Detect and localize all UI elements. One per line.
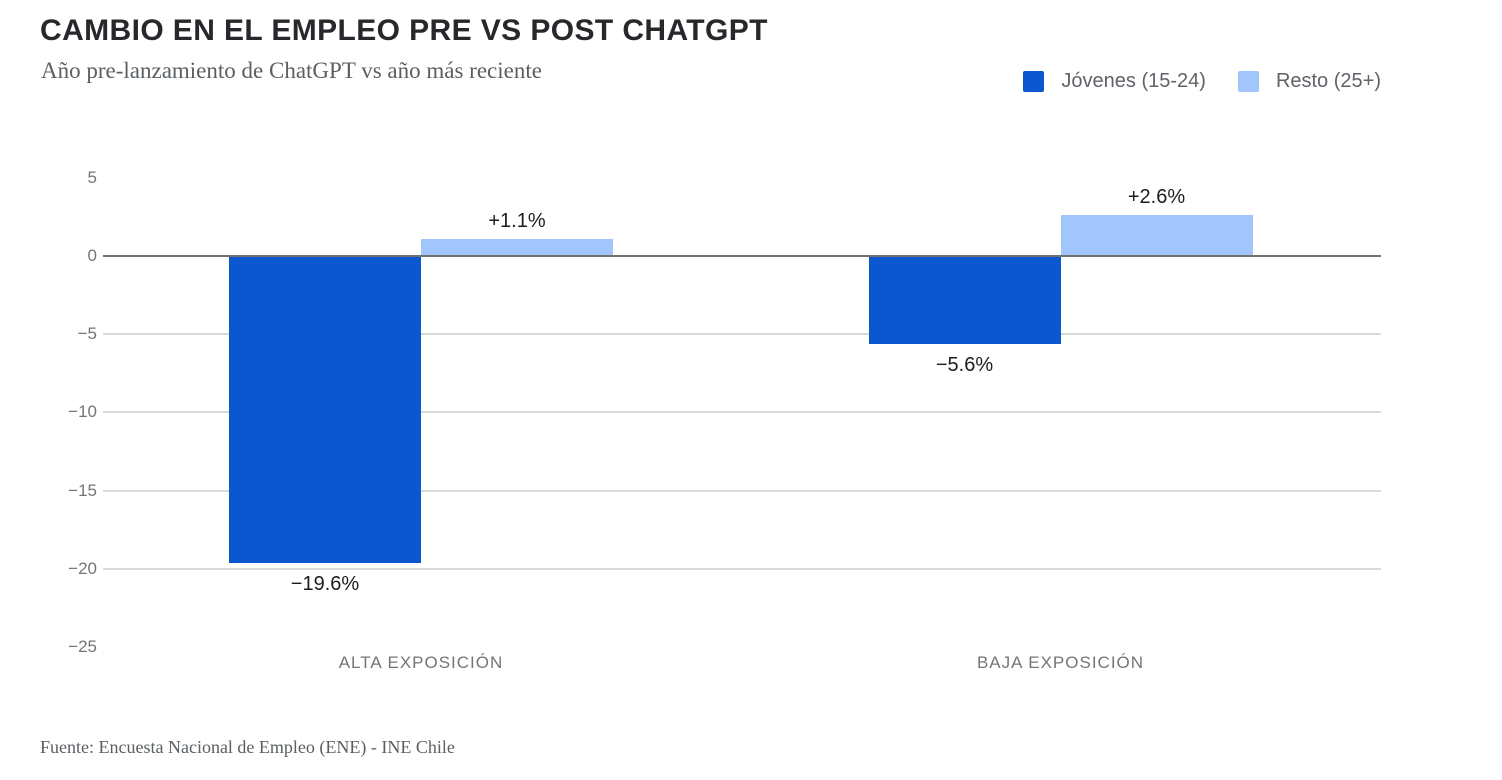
gridline (103, 333, 1381, 336)
y-tick-label: −5 (77, 324, 97, 344)
bar-value-label: +1.1% (488, 209, 546, 232)
y-tick-label: 5 (87, 167, 97, 187)
bar (229, 256, 421, 563)
bar-value-label: −19.6% (290, 572, 360, 595)
source-note: Fuente: Encuesta Nacional de Empleo (ENE… (40, 737, 455, 757)
gridline (103, 411, 1381, 414)
legend-swatch (1023, 71, 1045, 92)
bar-value-label: +2.6% (1127, 186, 1186, 209)
bar (1060, 215, 1253, 256)
chart-title: CAMBIO EN EL EMPLEO PRE VS POST CHATGPT (40, 14, 768, 47)
bar (421, 238, 613, 256)
legend-swatch (1237, 71, 1259, 92)
legend-label: Resto (25+) (1275, 70, 1381, 92)
legend-label: Jóvenes (15-24) (1061, 70, 1206, 92)
zero-axis-line (103, 255, 1381, 257)
y-tick-label: 0 (87, 246, 97, 265)
category-label: ALTA EXPOSICIÓN (338, 653, 504, 672)
y-tick-label: −15 (68, 480, 97, 500)
gridline (103, 489, 1381, 492)
bar-value-label: −5.6% (935, 353, 994, 376)
y-tick-label: −10 (68, 402, 97, 422)
gridline (103, 567, 1381, 570)
bar (868, 256, 1061, 344)
category-label: BAJA EXPOSICIÓN (976, 653, 1145, 672)
y-tick-label: −20 (68, 558, 97, 578)
chart-legend: Jóvenes (15-24) Resto (25+) (1023, 70, 1381, 93)
legend-item: Resto (25+) (1237, 70, 1381, 93)
chart-subtitle: Año pre-lanzamiento de ChatGPT vs año má… (41, 58, 542, 83)
y-tick-label: −25 (68, 637, 97, 656)
legend-item: Jóvenes (15-24) (1023, 70, 1206, 93)
